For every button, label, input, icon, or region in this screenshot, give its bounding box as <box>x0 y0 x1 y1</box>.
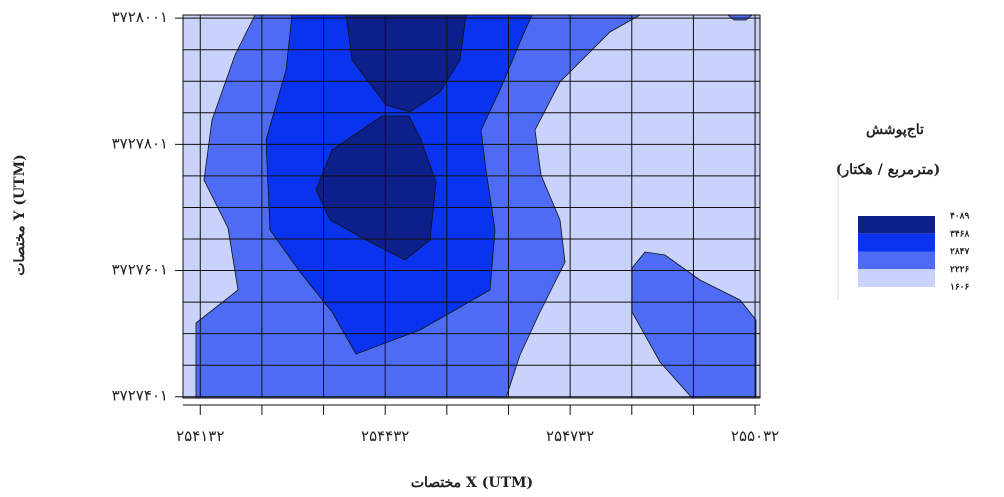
legend-label: ۳۴۶۸ <box>950 229 970 239</box>
plot-area <box>182 14 761 399</box>
x-tick-label: ۲۵۵۰۳۲ <box>731 427 779 445</box>
x-tick-label: ۲۵۴۱۳۲ <box>176 427 224 445</box>
legend-swatch <box>858 269 935 287</box>
y-tick-label: ۳۷۲۸۰۰۱ <box>112 8 168 26</box>
legend-label: ۲۸۴۷ <box>950 247 970 257</box>
legend-label: ۴۰۸۹ <box>950 212 970 222</box>
y-tick-label: ۳۷۲۷۴۰۱ <box>112 387 168 405</box>
contour-region <box>631 251 757 399</box>
y-tick-label: ۳۷۲۷۸۰۱ <box>112 134 168 152</box>
legend-title: تاج‌پوشش <box>866 122 924 138</box>
legend-label: ۱۶۰۶ <box>950 283 970 293</box>
x-tick-label: ۲۵۴۴۳۲ <box>361 427 409 445</box>
legend-swatch <box>858 233 935 252</box>
contour-region <box>345 14 467 113</box>
legend-subtitle: (مترمربع / هکتار) <box>836 162 941 178</box>
legend: ۴۰۸۹ ۳۴۶۸ ۲۸۴۷ ۲۲۲۶ ۱۶۰۶ <box>858 212 970 293</box>
x-axis-title: مختصات X (UTM) <box>411 475 533 491</box>
legend-label: ۲۲۲۶ <box>950 265 970 275</box>
x-tick-label: ۲۵۴۷۳۲ <box>546 427 594 445</box>
y-axis-title: مختصات Y (UTM) <box>12 154 28 275</box>
legend-swatch <box>858 251 935 270</box>
grid <box>183 15 760 398</box>
y-tick-label: ۳۷۲۷۶۰۱ <box>112 261 168 279</box>
legend-swatch <box>858 216 935 234</box>
contour-region <box>315 115 437 261</box>
